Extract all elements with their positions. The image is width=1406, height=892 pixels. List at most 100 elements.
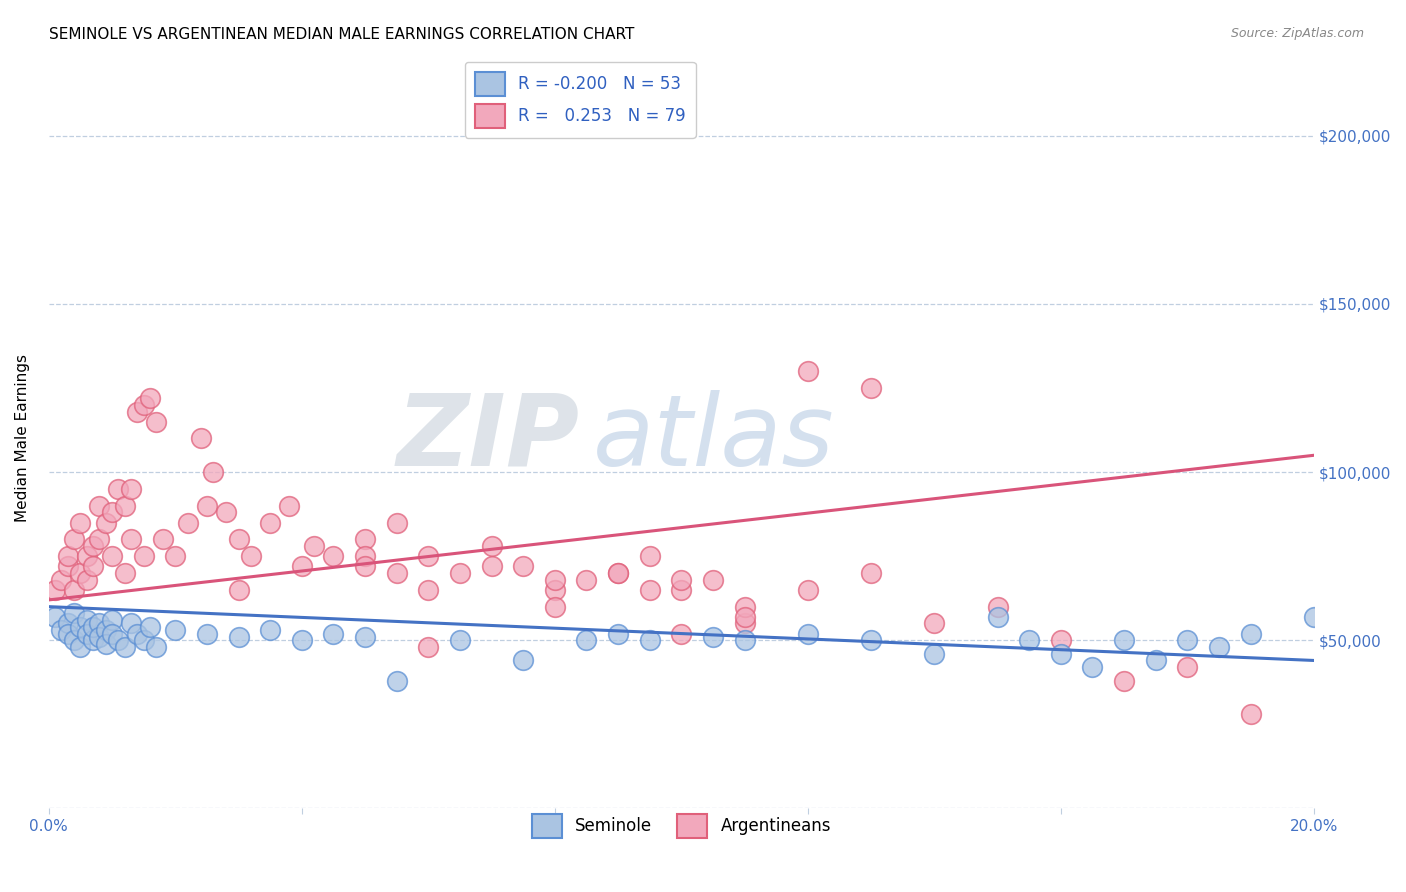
Point xyxy=(101,613,124,627)
Point xyxy=(1049,633,1071,648)
Point xyxy=(82,539,104,553)
Point xyxy=(114,566,136,580)
Point xyxy=(56,559,79,574)
Point xyxy=(1049,647,1071,661)
Point xyxy=(512,559,534,574)
Point xyxy=(44,582,66,597)
Point xyxy=(145,640,167,654)
Point xyxy=(385,516,408,530)
Point xyxy=(354,533,377,547)
Legend: Seminole, Argentineans: Seminole, Argentineans xyxy=(524,807,838,845)
Point xyxy=(127,404,149,418)
Point xyxy=(165,623,187,637)
Point xyxy=(132,398,155,412)
Point xyxy=(228,582,250,597)
Point xyxy=(89,533,111,547)
Point xyxy=(797,364,820,378)
Point xyxy=(418,640,440,654)
Point xyxy=(986,599,1008,614)
Point xyxy=(671,582,693,597)
Point xyxy=(51,573,73,587)
Point xyxy=(1112,633,1135,648)
Point xyxy=(63,582,86,597)
Text: Source: ZipAtlas.com: Source: ZipAtlas.com xyxy=(1230,27,1364,40)
Point xyxy=(94,516,117,530)
Point xyxy=(544,573,567,587)
Point xyxy=(354,559,377,574)
Point xyxy=(63,607,86,621)
Point xyxy=(575,573,598,587)
Point xyxy=(607,626,630,640)
Point xyxy=(132,549,155,564)
Point xyxy=(607,566,630,580)
Point xyxy=(76,549,98,564)
Point xyxy=(69,516,91,530)
Point xyxy=(101,626,124,640)
Point xyxy=(259,623,281,637)
Text: atlas: atlas xyxy=(593,390,834,487)
Point xyxy=(449,633,471,648)
Point xyxy=(322,626,344,640)
Point xyxy=(63,633,86,648)
Point xyxy=(177,516,200,530)
Point xyxy=(291,633,314,648)
Point xyxy=(107,482,129,496)
Point xyxy=(114,640,136,654)
Point xyxy=(1208,640,1230,654)
Point xyxy=(240,549,263,564)
Point xyxy=(1144,653,1167,667)
Point xyxy=(512,653,534,667)
Point xyxy=(215,506,238,520)
Point xyxy=(132,633,155,648)
Point xyxy=(228,630,250,644)
Point xyxy=(69,620,91,634)
Point xyxy=(671,573,693,587)
Point xyxy=(1175,633,1198,648)
Point xyxy=(107,633,129,648)
Point xyxy=(152,533,174,547)
Point xyxy=(165,549,187,564)
Point xyxy=(145,415,167,429)
Point xyxy=(1239,626,1261,640)
Y-axis label: Median Male Earnings: Median Male Earnings xyxy=(15,354,30,523)
Point xyxy=(702,573,724,587)
Point xyxy=(127,626,149,640)
Point xyxy=(120,533,142,547)
Point xyxy=(797,626,820,640)
Point xyxy=(51,623,73,637)
Point xyxy=(94,623,117,637)
Point xyxy=(202,465,225,479)
Point xyxy=(481,539,503,553)
Point xyxy=(1175,660,1198,674)
Point xyxy=(44,609,66,624)
Point xyxy=(278,499,301,513)
Point xyxy=(734,599,756,614)
Point xyxy=(139,391,162,405)
Point xyxy=(638,582,661,597)
Point xyxy=(734,609,756,624)
Point xyxy=(385,566,408,580)
Point xyxy=(449,566,471,580)
Point xyxy=(259,516,281,530)
Point xyxy=(859,381,882,395)
Point xyxy=(418,549,440,564)
Point xyxy=(859,633,882,648)
Text: SEMINOLE VS ARGENTINEAN MEDIAN MALE EARNINGS CORRELATION CHART: SEMINOLE VS ARGENTINEAN MEDIAN MALE EARN… xyxy=(49,27,634,42)
Point xyxy=(89,499,111,513)
Point xyxy=(859,566,882,580)
Point xyxy=(304,539,326,553)
Point xyxy=(354,630,377,644)
Point xyxy=(101,549,124,564)
Point xyxy=(82,559,104,574)
Point xyxy=(1239,707,1261,722)
Point xyxy=(89,616,111,631)
Point xyxy=(94,637,117,651)
Point xyxy=(114,499,136,513)
Point xyxy=(76,626,98,640)
Text: ZIP: ZIP xyxy=(396,390,581,487)
Point xyxy=(607,566,630,580)
Point xyxy=(638,633,661,648)
Point xyxy=(734,633,756,648)
Point xyxy=(1018,633,1040,648)
Point xyxy=(544,599,567,614)
